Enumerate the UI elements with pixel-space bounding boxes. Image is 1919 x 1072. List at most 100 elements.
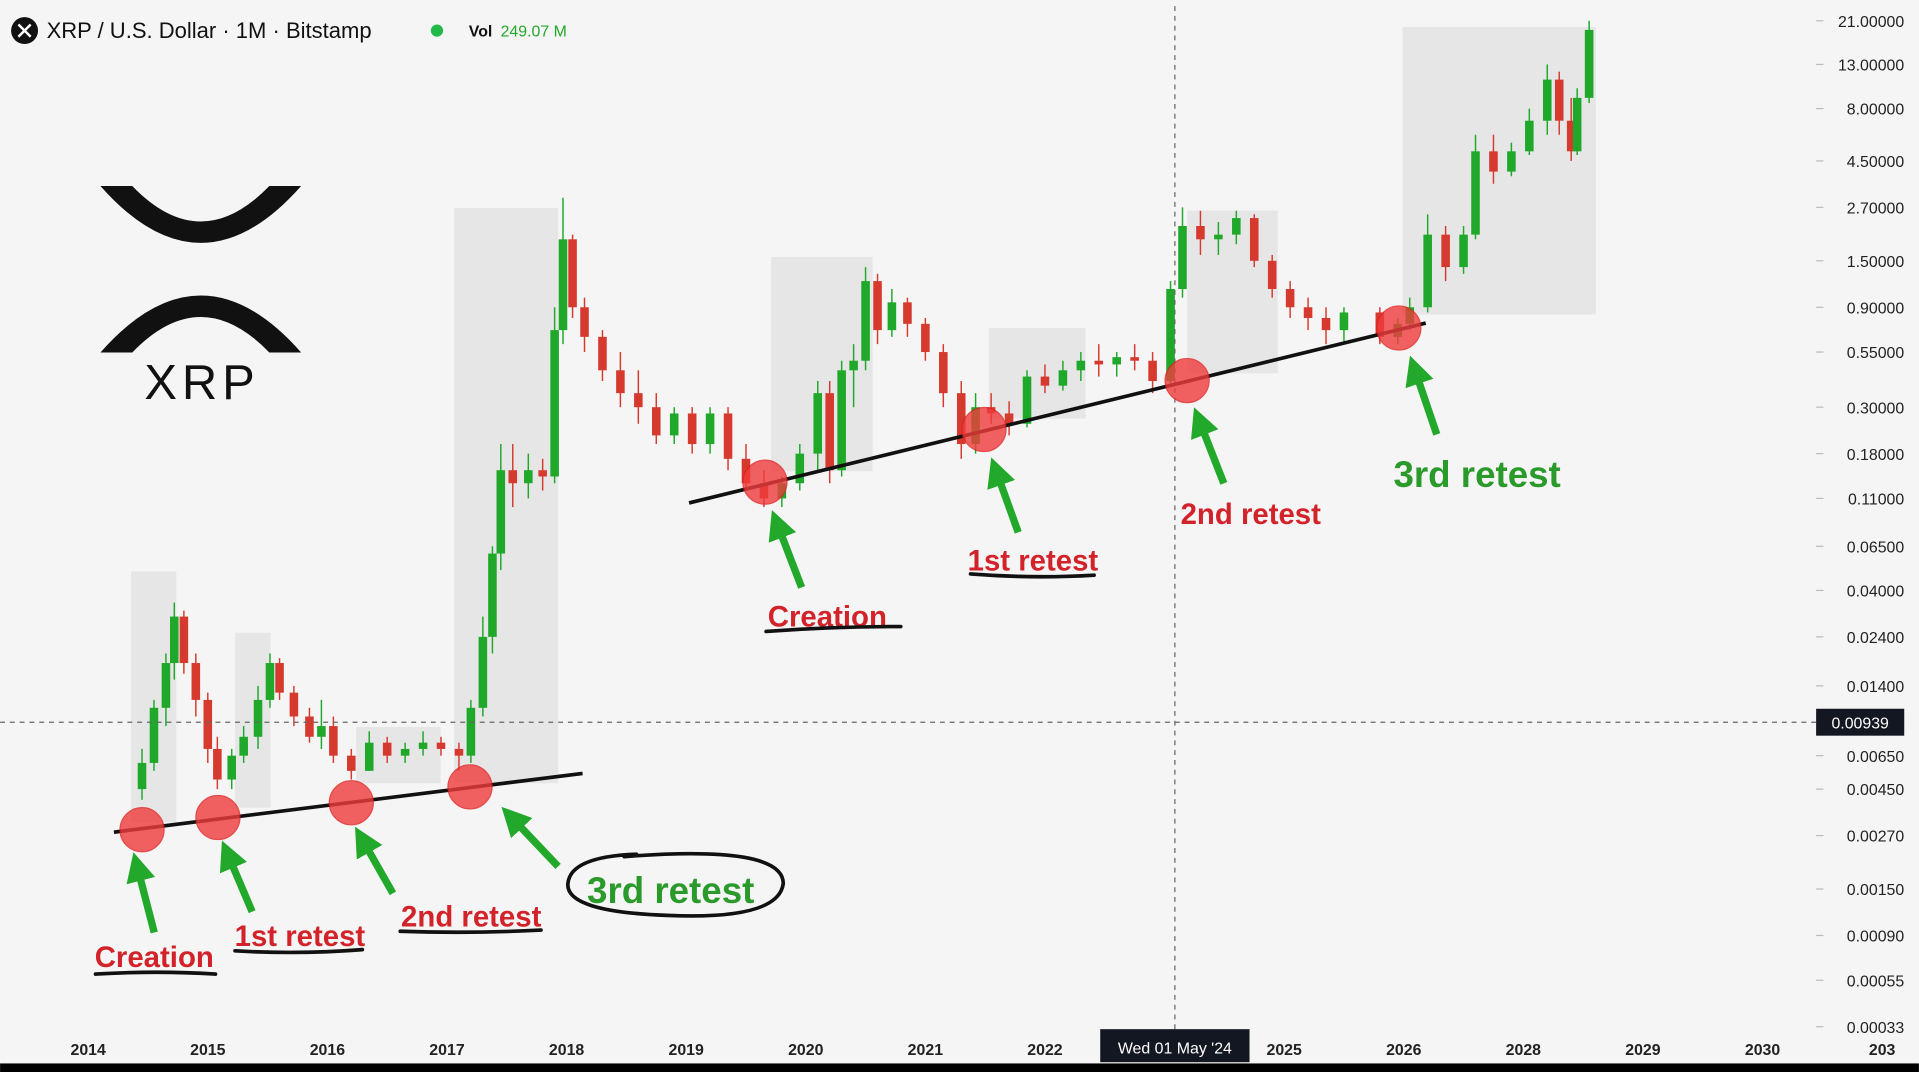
y-tick-label: 0.00090 bbox=[1847, 929, 1905, 946]
y-tick-label: 0.00270 bbox=[1847, 829, 1905, 846]
arrow bbox=[1191, 407, 1228, 485]
x-tick-label: 2018 bbox=[549, 1042, 585, 1059]
candle-body bbox=[1249, 218, 1259, 261]
candle-body bbox=[265, 663, 275, 700]
candle-body bbox=[558, 239, 568, 331]
y-tick-label: 0.04000 bbox=[1847, 584, 1905, 601]
candle-body bbox=[203, 699, 213, 749]
x-tick-label: 2016 bbox=[310, 1042, 346, 1059]
candle-body bbox=[903, 302, 912, 324]
logo-text: XRP bbox=[144, 356, 259, 410]
bottom-bar bbox=[0, 1063, 1919, 1072]
candle-body bbox=[1566, 120, 1576, 152]
crosshair-y-label: 0.00939 bbox=[1831, 715, 1889, 732]
candle-body bbox=[436, 742, 446, 749]
crosshair-y-box bbox=[1816, 708, 1905, 736]
candle-body bbox=[1554, 79, 1564, 121]
candle-body bbox=[849, 360, 858, 371]
touch-circle bbox=[742, 459, 788, 505]
candle-body bbox=[1196, 225, 1205, 240]
candle-body bbox=[538, 470, 547, 477]
arrow bbox=[219, 840, 256, 914]
candle-body bbox=[1471, 151, 1480, 235]
annotation: 3rd retest bbox=[587, 870, 754, 911]
symbol-title: XRP / U.S. Dollar · 1M · Bitstamp bbox=[47, 18, 372, 43]
touch-circle bbox=[447, 764, 493, 810]
header: XRP / U.S. Dollar · 1M · Bitstamp Vol 24… bbox=[11, 17, 567, 45]
candle-body bbox=[1339, 312, 1349, 331]
y-tick-label: 0.11000 bbox=[1848, 492, 1904, 509]
candle-body bbox=[305, 716, 314, 737]
candle-body bbox=[1178, 225, 1187, 290]
x-tick-label: 2021 bbox=[908, 1042, 944, 1059]
status-dot bbox=[430, 24, 444, 37]
logo-bottom bbox=[100, 295, 302, 353]
candle-body bbox=[191, 663, 201, 700]
arrow bbox=[355, 826, 397, 896]
candle-body bbox=[1076, 360, 1086, 371]
crosshair-x-box bbox=[1100, 1029, 1250, 1063]
candle-body bbox=[1285, 289, 1295, 308]
candle-body bbox=[687, 413, 697, 445]
arrow bbox=[501, 806, 561, 869]
candle-body bbox=[454, 748, 464, 756]
candle-body bbox=[1542, 79, 1552, 121]
x-tick-label: 2014 bbox=[71, 1042, 107, 1059]
candle-body bbox=[317, 726, 326, 737]
candle-body bbox=[161, 663, 171, 708]
candle-body bbox=[253, 699, 263, 737]
y-tick-label: 0.00650 bbox=[1847, 749, 1905, 766]
touch-circle bbox=[961, 406, 1007, 453]
touch-circle bbox=[328, 780, 374, 826]
arrows bbox=[126, 355, 1441, 934]
y-tick-label: 13.00000 bbox=[1838, 58, 1904, 75]
candle-body bbox=[329, 726, 338, 756]
box bbox=[1402, 26, 1596, 315]
underline bbox=[968, 572, 1096, 579]
x-tick-label: 2022 bbox=[1027, 1042, 1063, 1059]
candle-body bbox=[508, 470, 518, 484]
x-tick-label: 2017 bbox=[429, 1042, 465, 1059]
y-tick-label: 0.02400 bbox=[1847, 630, 1905, 647]
candle-body bbox=[956, 393, 966, 445]
y-tick-label: 21.00000 bbox=[1838, 14, 1904, 31]
x-tick-label: 203 bbox=[1869, 1042, 1896, 1059]
candle-body bbox=[1525, 120, 1534, 152]
y-tick-label: 0.55000 bbox=[1847, 345, 1905, 362]
box bbox=[988, 327, 1086, 419]
touch-circle bbox=[119, 807, 165, 853]
candle-body bbox=[887, 302, 897, 331]
underline bbox=[764, 624, 903, 634]
candle-body bbox=[466, 707, 476, 756]
arrow bbox=[1405, 355, 1441, 436]
candle-body bbox=[1214, 234, 1223, 240]
candle-body bbox=[1094, 360, 1104, 365]
candle-body bbox=[1489, 151, 1498, 172]
candle-body bbox=[170, 616, 179, 664]
candle-body bbox=[795, 453, 805, 484]
candle-body bbox=[669, 413, 679, 436]
candle-body bbox=[939, 352, 948, 394]
candle-body bbox=[837, 370, 846, 471]
candle-body bbox=[1267, 260, 1277, 290]
candle-body bbox=[580, 307, 589, 337]
y-tick-label: 4.50000 bbox=[1847, 154, 1905, 171]
candle-body bbox=[496, 470, 506, 554]
y-tick-label: 2.70000 bbox=[1847, 200, 1905, 217]
candle-body bbox=[1040, 376, 1050, 386]
y-tick-label: 0.18000 bbox=[1847, 447, 1905, 464]
underline bbox=[233, 947, 365, 955]
x-tick-label: 2030 bbox=[1745, 1042, 1781, 1059]
candle-body bbox=[568, 239, 577, 308]
candle-body bbox=[382, 742, 392, 756]
y-tick-label: 0.30000 bbox=[1847, 400, 1905, 417]
candle-body bbox=[1058, 370, 1068, 386]
candle-body bbox=[705, 413, 715, 445]
candle-body bbox=[149, 707, 159, 763]
underline bbox=[398, 928, 543, 935]
box bbox=[454, 208, 559, 784]
y-tick-label: 0.01400 bbox=[1847, 679, 1905, 696]
candle-body bbox=[400, 748, 410, 756]
